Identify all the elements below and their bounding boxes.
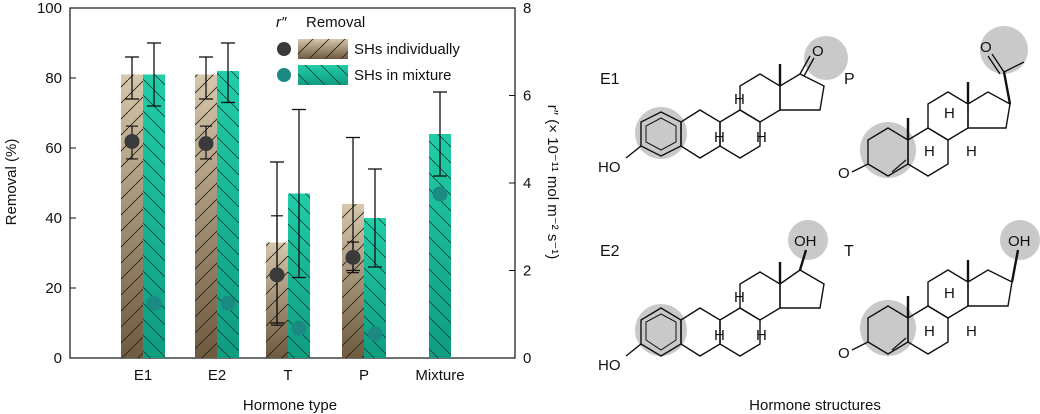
y2-axis-label: r″ (× 10⁻¹¹ mol m⁻² s⁻¹) bbox=[544, 105, 561, 259]
rate-marker-e1 bbox=[146, 295, 162, 311]
svg-text:H: H bbox=[944, 285, 955, 302]
y2-tick-label: 6 bbox=[523, 88, 531, 105]
removal-chart: 0 20 40 60 80 100 0 2 4 6 8 E1 E2 T P Mixture r″ Remov… bbox=[3, 0, 561, 414]
svg-text:H: H bbox=[966, 323, 977, 340]
y-tick-label: 80 bbox=[45, 70, 62, 87]
rate-marker-p bbox=[345, 249, 361, 265]
structure-e1: E1 HO O H H H bbox=[598, 36, 848, 176]
x-tick-label: T bbox=[283, 367, 292, 384]
svg-text:H: H bbox=[714, 327, 725, 344]
rate-marker-t bbox=[291, 320, 307, 336]
structure-label-e1: E1 bbox=[600, 71, 620, 88]
structure-label-t: T bbox=[844, 243, 854, 260]
structure-t: T O OH H H H bbox=[838, 220, 1040, 362]
y2-tick-label: 0 bbox=[523, 350, 531, 367]
x-axis-label: Hormone type bbox=[243, 397, 337, 414]
y-tick-label: 0 bbox=[54, 350, 62, 367]
bar-hatch bbox=[217, 71, 239, 358]
rate-marker-t bbox=[269, 267, 285, 283]
y-tick-label: 100 bbox=[37, 0, 62, 17]
y2-tick-label: 2 bbox=[523, 263, 531, 280]
bar-hatch bbox=[121, 74, 143, 358]
y-axis-label: Removal (%) bbox=[3, 139, 20, 226]
rate-marker-e1 bbox=[124, 133, 140, 149]
y-tick-label: 60 bbox=[45, 140, 62, 157]
x-tick-label: E1 bbox=[134, 367, 152, 384]
svg-text:OH: OH bbox=[1008, 233, 1031, 250]
rate-marker-p bbox=[367, 326, 383, 342]
y-tick-label: 20 bbox=[45, 280, 62, 297]
svg-text:H: H bbox=[756, 327, 767, 344]
svg-text:O: O bbox=[838, 345, 850, 362]
rate-marker-e2 bbox=[198, 136, 214, 152]
svg-text:H: H bbox=[714, 129, 725, 146]
x-tick-label: P bbox=[359, 367, 369, 384]
svg-text:H: H bbox=[734, 91, 745, 108]
svg-text:O: O bbox=[980, 39, 992, 56]
svg-text:H: H bbox=[924, 323, 935, 340]
x-tick-label: E2 bbox=[208, 367, 226, 384]
svg-text:HO: HO bbox=[598, 357, 621, 374]
legend: r″ Removal SHs individually SHs in mixtu… bbox=[276, 14, 460, 85]
x-tick-label: Mixture bbox=[415, 367, 464, 384]
svg-text:O: O bbox=[812, 43, 824, 60]
structure-label-e2: E2 bbox=[600, 243, 620, 260]
structure-label-p: P bbox=[844, 71, 855, 88]
hormone-structures: E1 HO O H H H P O O H bbox=[598, 26, 1040, 414]
legend-header-label: Removal bbox=[306, 14, 365, 31]
y-tick-label: 40 bbox=[45, 210, 62, 227]
svg-text:H: H bbox=[756, 129, 767, 146]
svg-text:H: H bbox=[734, 289, 745, 306]
bar-hatch bbox=[364, 218, 386, 358]
svg-text:O: O bbox=[838, 165, 850, 182]
bar-hatch bbox=[143, 74, 165, 358]
legend-label-mixture: SHs in mixture bbox=[354, 67, 452, 84]
y2-tick-label: 4 bbox=[523, 175, 531, 192]
legend-label-individual: SHs individually bbox=[354, 41, 460, 58]
legend-header-symbol: r″ bbox=[276, 14, 287, 31]
rate-marker-e2 bbox=[220, 295, 236, 311]
svg-text:H: H bbox=[944, 105, 955, 122]
svg-text:H: H bbox=[924, 143, 935, 160]
rate-marker-mixture bbox=[432, 186, 448, 202]
legend-marker-individual bbox=[277, 42, 291, 56]
structure-e2: E2 HO OH H H H bbox=[598, 220, 828, 374]
structure-p: P O O H H H bbox=[838, 26, 1028, 182]
svg-text:OH: OH bbox=[794, 233, 817, 250]
bar-hatch bbox=[195, 74, 217, 358]
structures-caption: Hormone structures bbox=[749, 397, 881, 414]
svg-text:H: H bbox=[966, 143, 977, 160]
svg-text:HO: HO bbox=[598, 159, 621, 176]
legend-marker-mixture bbox=[277, 68, 291, 82]
y2-tick-label: 8 bbox=[523, 0, 531, 17]
